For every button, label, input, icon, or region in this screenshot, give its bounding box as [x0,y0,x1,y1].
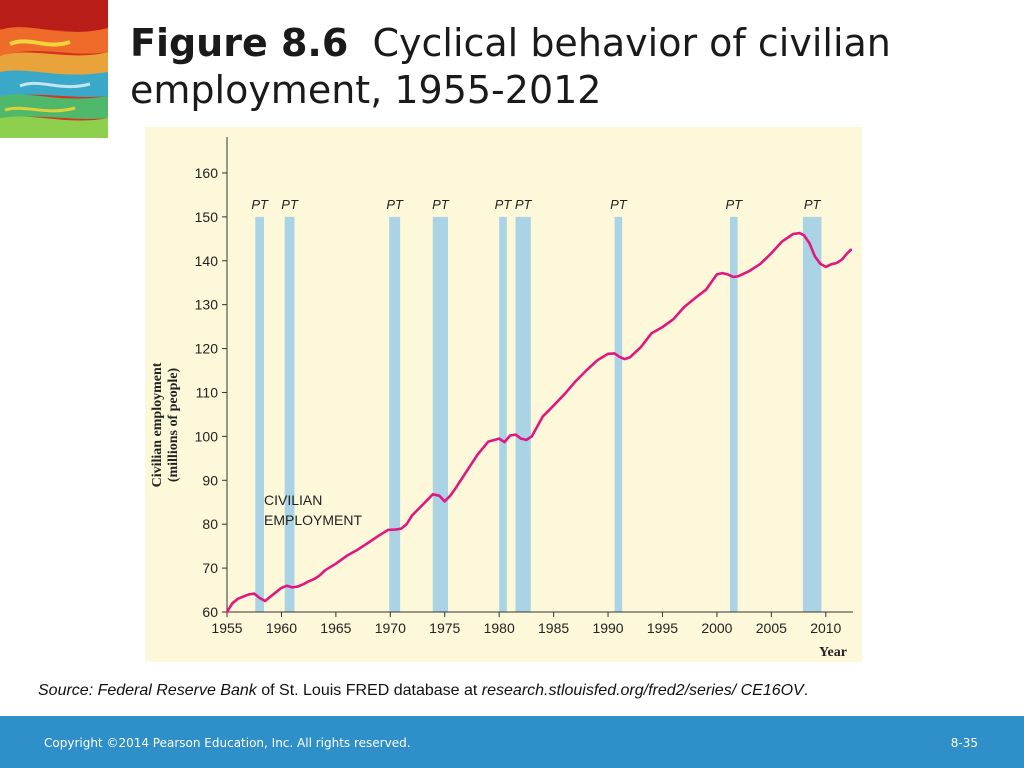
y-axis-label-line2: (millions of people) [166,368,181,483]
employment-line [225,231,853,614]
x-tick-label: 1955 [211,620,242,636]
recession-label: PT [725,197,743,212]
x-tick-label: 1980 [484,620,515,636]
x-axis-label: Year [819,645,847,660]
recession-band [729,216,738,612]
recession-band [515,216,531,612]
y-tick-label: 150 [195,209,219,225]
recession-label: PT [251,197,269,212]
y-tick-label: 120 [195,341,219,357]
copyright-text: Copyright ©2014 Pearson Education, Inc. … [44,736,411,750]
source-note: Source: Federal Reserve Bank of St. Loui… [38,682,998,700]
recession-label: PT [386,197,404,212]
x-tick-label: 1960 [266,620,297,636]
recession-band [432,216,449,612]
corner-artwork [0,0,108,138]
source-middle: of St. Louis FRED database at [256,682,482,699]
x-tick-label: 1985 [538,620,569,636]
y-tick-label: 160 [195,165,219,181]
y-tick-label: 60 [202,604,218,620]
x-tick-label: 2010 [810,620,841,636]
figure-number: Figure 8.6 [130,21,349,65]
source-url: research.stlouisfed.org/fred2/series/ CE… [481,682,804,699]
recession-band [802,216,822,612]
figure-title: Cyclical behavior of civilian employment… [130,21,891,112]
footer-bar: Copyright ©2014 Pearson Education, Inc. … [0,716,1024,768]
x-tick-label: 1990 [592,620,623,636]
y-tick-label: 130 [195,297,219,313]
y-tick-label: 70 [202,560,218,576]
employment-chart: PT PT PT PT PT PT PT PT PT 607080901001101201301… [150,137,853,660]
recession-label: PT [432,197,450,212]
series-annotation-line2: EMPLOYMENT [264,512,362,528]
y-tick-label: 110 [196,384,219,400]
y-tick-label: 140 [195,253,219,269]
recession-band [499,216,507,612]
recession-label: PT [610,197,628,212]
x-tick-label: 1970 [375,620,406,636]
x-tick-label: 2000 [701,620,732,636]
x-tick-label: 2005 [756,620,787,636]
x-tick-label: 1975 [429,620,460,636]
recession-label: PT [515,197,533,212]
recession-label: PT [804,197,822,212]
recession-band [614,216,623,612]
source-end: . [803,682,809,699]
recession-label: PT [495,197,513,212]
page-number: 8-35 [950,736,978,750]
y-tick-label: 100 [195,428,219,444]
y-tick-label: 80 [202,516,218,532]
recession-band [255,216,265,612]
recession-label: PT [281,197,299,212]
x-tick-label: 1995 [647,620,678,636]
slide-title: Figure 8.6 Cyclical behavior of civilian… [130,20,1010,114]
y-axis-label-line1: Civilian employment [150,362,165,487]
recession-band [389,216,401,612]
y-tick-label: 90 [202,472,218,488]
series-annotation-line1: CIVILIAN [264,492,322,508]
x-tick-label: 1965 [320,620,351,636]
source-prefix: Source: Federal Reserve Bank [38,682,257,699]
chart-panel: PT PT PT PT PT PT PT PT PT 60 70 80 90 100 110 120 130 1… [145,127,862,662]
recession-band [284,216,295,612]
